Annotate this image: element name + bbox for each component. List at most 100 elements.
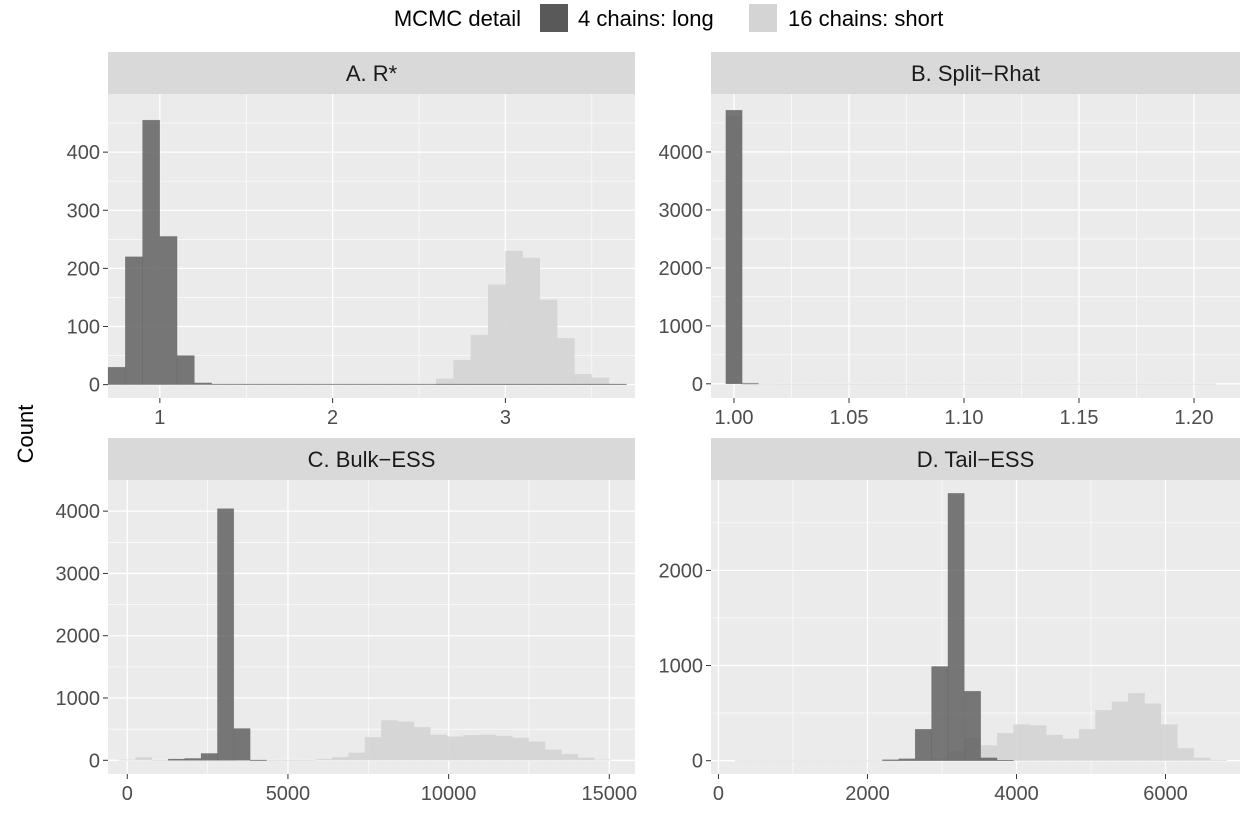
- bar-short: [594, 759, 611, 761]
- bar-long: [980, 757, 998, 761]
- bar-long: [401, 383, 420, 385]
- bar-short: [905, 383, 923, 385]
- bar-short: [512, 737, 530, 761]
- bar-long: [914, 729, 932, 761]
- bar-short: [1150, 383, 1167, 385]
- grid-split-rhat: [711, 94, 1240, 398]
- bar-short: [1117, 383, 1135, 385]
- y-tick-label: 2000: [56, 626, 101, 648]
- bar-short: [1182, 383, 1200, 385]
- bar-short: [954, 383, 972, 385]
- bar-short: [1029, 725, 1047, 761]
- legend: MCMC detail 4 chains: long 16 chains: sh…: [394, 4, 943, 32]
- bar-long: [898, 758, 916, 761]
- bar-short: [556, 337, 575, 385]
- x-tick-label: 1.20: [1175, 407, 1214, 429]
- bar-long: [366, 383, 385, 385]
- bar-short: [1019, 383, 1037, 385]
- panel-tail-ess: D. Tail−ESS 0 1000 2000 0 2000 4000 6000: [659, 438, 1240, 805]
- x-tick-label: 15000: [581, 783, 637, 805]
- panel-title-split-rhat: B. Split−Rhat: [911, 61, 1040, 86]
- bar-long: [725, 109, 743, 385]
- strip-split-rhat: [711, 52, 1240, 94]
- bar-long: [280, 383, 299, 385]
- bar-long: [947, 493, 965, 761]
- panel-bulk-ess: C. Bulk−ESS 0 1000 2000 3000 4000 0 5000 10000 15…: [56, 438, 638, 805]
- bar-short: [528, 741, 546, 761]
- bar-short: [453, 359, 472, 385]
- bar-short: [986, 383, 1004, 385]
- bar-short: [544, 749, 562, 761]
- bar-short: [783, 760, 801, 762]
- bar-short: [856, 383, 874, 385]
- y-tick-label: 1000: [56, 688, 101, 710]
- y-tick-label: 100: [67, 317, 100, 339]
- axes-bulk-ess: 0 1000 2000 3000 4000 0 5000 10000 15000: [56, 501, 638, 805]
- bar-long: [487, 383, 506, 385]
- bar-long: [107, 366, 126, 385]
- legend-title: MCMC detail: [394, 6, 521, 31]
- bar-long: [245, 383, 264, 385]
- y-tick-label: 200: [67, 258, 100, 280]
- bar-short: [1111, 701, 1129, 761]
- y-tick-label: 3000: [659, 200, 704, 222]
- bar-short: [767, 760, 785, 762]
- bar-short: [430, 734, 448, 761]
- bar-long: [608, 383, 627, 385]
- bar-long: [436, 383, 454, 385]
- bar-short: [505, 250, 523, 385]
- bar-short: [816, 760, 834, 762]
- bar-long: [249, 759, 267, 761]
- bar-short: [1199, 383, 1216, 385]
- bar-short: [1209, 759, 1227, 762]
- bar-long: [384, 383, 402, 385]
- bar-long: [741, 383, 759, 385]
- bar-long: [453, 383, 472, 385]
- bar-short: [1052, 383, 1070, 385]
- bar-long: [418, 383, 437, 385]
- bar-short: [591, 377, 610, 385]
- bar-long: [996, 759, 1014, 762]
- y-tick-label: 2000: [659, 560, 704, 582]
- bar-short: [1078, 729, 1096, 761]
- bar-long: [233, 728, 251, 761]
- panel-title-tail-ess: D. Tail−ESS: [917, 447, 1035, 472]
- axes-split-rhat: 0 1000 2000 3000 4000 1.00 1.05 1.10 1.15 1.20: [659, 142, 1214, 429]
- bar-short: [800, 760, 818, 762]
- x-tick-label: 4000: [994, 783, 1039, 805]
- bar-short: [1144, 703, 1162, 761]
- y-tick-label: 0: [89, 750, 100, 772]
- bar-long: [315, 383, 333, 385]
- strip-bulk-ess: [108, 438, 635, 480]
- strip-tail-ess: [711, 438, 1240, 480]
- bar-long: [184, 758, 202, 761]
- x-tick-label: 1.15: [1060, 407, 1099, 429]
- bar-short: [522, 257, 541, 385]
- bar-short: [539, 299, 558, 385]
- bar-short: [1166, 383, 1184, 385]
- bar-short: [750, 760, 768, 762]
- x-tick-label: 5000: [266, 783, 311, 805]
- y-tick-label: 400: [67, 142, 100, 164]
- x-tick-label: 1: [154, 407, 165, 429]
- y-tick-label: 4000: [56, 501, 101, 523]
- bar-short: [865, 760, 883, 762]
- strip-r-star: [108, 52, 635, 94]
- x-tick-label: 6000: [1143, 783, 1188, 805]
- x-tick-label: 2000: [845, 783, 890, 805]
- bar-long: [217, 508, 235, 761]
- x-tick-label: 1.10: [945, 407, 984, 429]
- y-tick-label: 0: [692, 374, 703, 396]
- x-tick-label: 0: [713, 783, 724, 805]
- bar-short: [1068, 383, 1086, 385]
- bar-long: [297, 383, 316, 385]
- bar-short: [381, 720, 398, 761]
- bar-long: [349, 383, 368, 385]
- x-tick-label: 10000: [421, 783, 477, 805]
- bar-short: [970, 383, 988, 385]
- bars-tail-ess: [734, 493, 1227, 762]
- bar-short: [1003, 383, 1021, 385]
- bar-short: [832, 760, 850, 762]
- y-tick-label: 0: [692, 751, 703, 773]
- bar-long: [591, 383, 610, 385]
